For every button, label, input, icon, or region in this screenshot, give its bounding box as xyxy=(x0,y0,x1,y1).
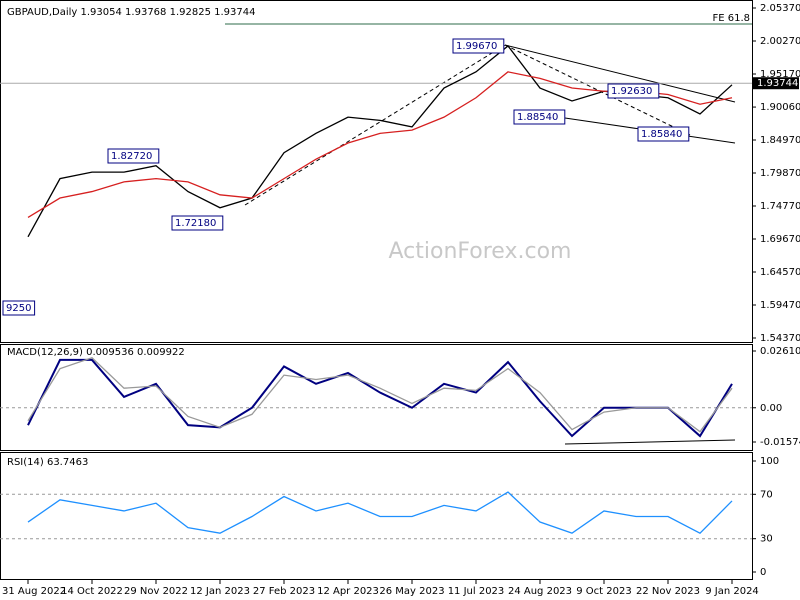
annotation-box xyxy=(607,83,660,99)
annotation: 1.72180 xyxy=(175,218,216,229)
rsi-pane xyxy=(0,452,753,580)
annotation-box xyxy=(513,109,566,125)
y-tick-label: 2.00270 xyxy=(760,36,800,47)
watermark: ActionForex.com xyxy=(389,239,572,264)
annotation: 1.88540 xyxy=(517,112,558,123)
last-price-box xyxy=(753,77,799,90)
x-tick-label: 9 Jan 2024 xyxy=(705,586,759,597)
price-pane xyxy=(0,0,753,343)
annotation-box xyxy=(2,300,36,316)
series-line xyxy=(27,491,733,534)
y-tick-label: 1.84970 xyxy=(760,135,800,146)
series-line xyxy=(27,357,733,433)
x-tick-label: 12 Jan 2023 xyxy=(190,586,250,597)
series-line xyxy=(27,358,733,438)
y-tick-label: 0.00 xyxy=(760,403,782,414)
y-tick-label: 1.64570 xyxy=(760,267,800,278)
x-tick-label: 11 Jul 2023 xyxy=(448,586,505,597)
y-tick-label: 70 xyxy=(760,489,773,500)
x-tick-label: 24 Aug 2023 xyxy=(508,586,572,597)
annotation: 9250 xyxy=(6,303,31,314)
x-tick-label: 31 Aug 2022 xyxy=(2,586,66,597)
annotation: 1.85840 xyxy=(641,129,682,140)
y-tick-label: 0 xyxy=(760,567,766,578)
y-tick-label: 1.69670 xyxy=(760,234,800,245)
trend-line xyxy=(504,44,691,136)
x-tick-label: 26 May 2023 xyxy=(379,586,444,597)
annotation-box xyxy=(171,215,224,231)
macd-pane xyxy=(0,344,753,451)
x-tick-label: 29 Nov 2022 xyxy=(124,586,188,597)
annotation: 1.99670 xyxy=(456,41,497,52)
y-tick-label: 1.59470 xyxy=(760,300,800,311)
trend-line xyxy=(564,439,736,445)
rsi-title: RSI(14) 63.7463 xyxy=(7,457,88,468)
annotation-box xyxy=(637,126,690,142)
y-tick-label: 1.54370 xyxy=(760,333,800,344)
macd-title: MACD(12,26,9) 0.009536 0.009922 xyxy=(7,347,185,358)
y-tick-label: 1.90060 xyxy=(760,102,800,113)
y-tick-label: 30 xyxy=(760,534,773,545)
y-tick-label: 1.79870 xyxy=(760,168,800,179)
y-tick-label: 0.026104 xyxy=(760,346,800,357)
reference-label: FE 61.8 xyxy=(712,13,750,24)
x-tick-label: 22 Nov 2023 xyxy=(636,586,700,597)
annotation: 1.92630 xyxy=(611,86,652,97)
trend-line xyxy=(504,44,736,103)
x-tick-label: 9 Oct 2023 xyxy=(576,586,631,597)
y-tick-label: 2.05370 xyxy=(760,3,800,14)
price-title: GBPAUD,Daily 1.93054 1.93768 1.92825 1.9… xyxy=(7,7,255,18)
trend-line xyxy=(244,44,506,206)
y-tick-label: 100 xyxy=(760,456,779,467)
y-tick-label: 1.74770 xyxy=(760,201,800,212)
annotation-box xyxy=(452,38,505,54)
annotation: 1.82720 xyxy=(111,151,152,162)
x-tick-label: 12 Apr 2023 xyxy=(317,586,379,597)
last-price-label: 1.93744 xyxy=(757,78,798,89)
y-tick-label: -0.015744 xyxy=(760,437,800,448)
x-tick-label: 14 Oct 2022 xyxy=(61,586,123,597)
x-tick-label: 27 Feb 2023 xyxy=(253,586,315,597)
annotation-box xyxy=(107,148,160,164)
y-tick-label: 1.95170 xyxy=(760,69,800,80)
